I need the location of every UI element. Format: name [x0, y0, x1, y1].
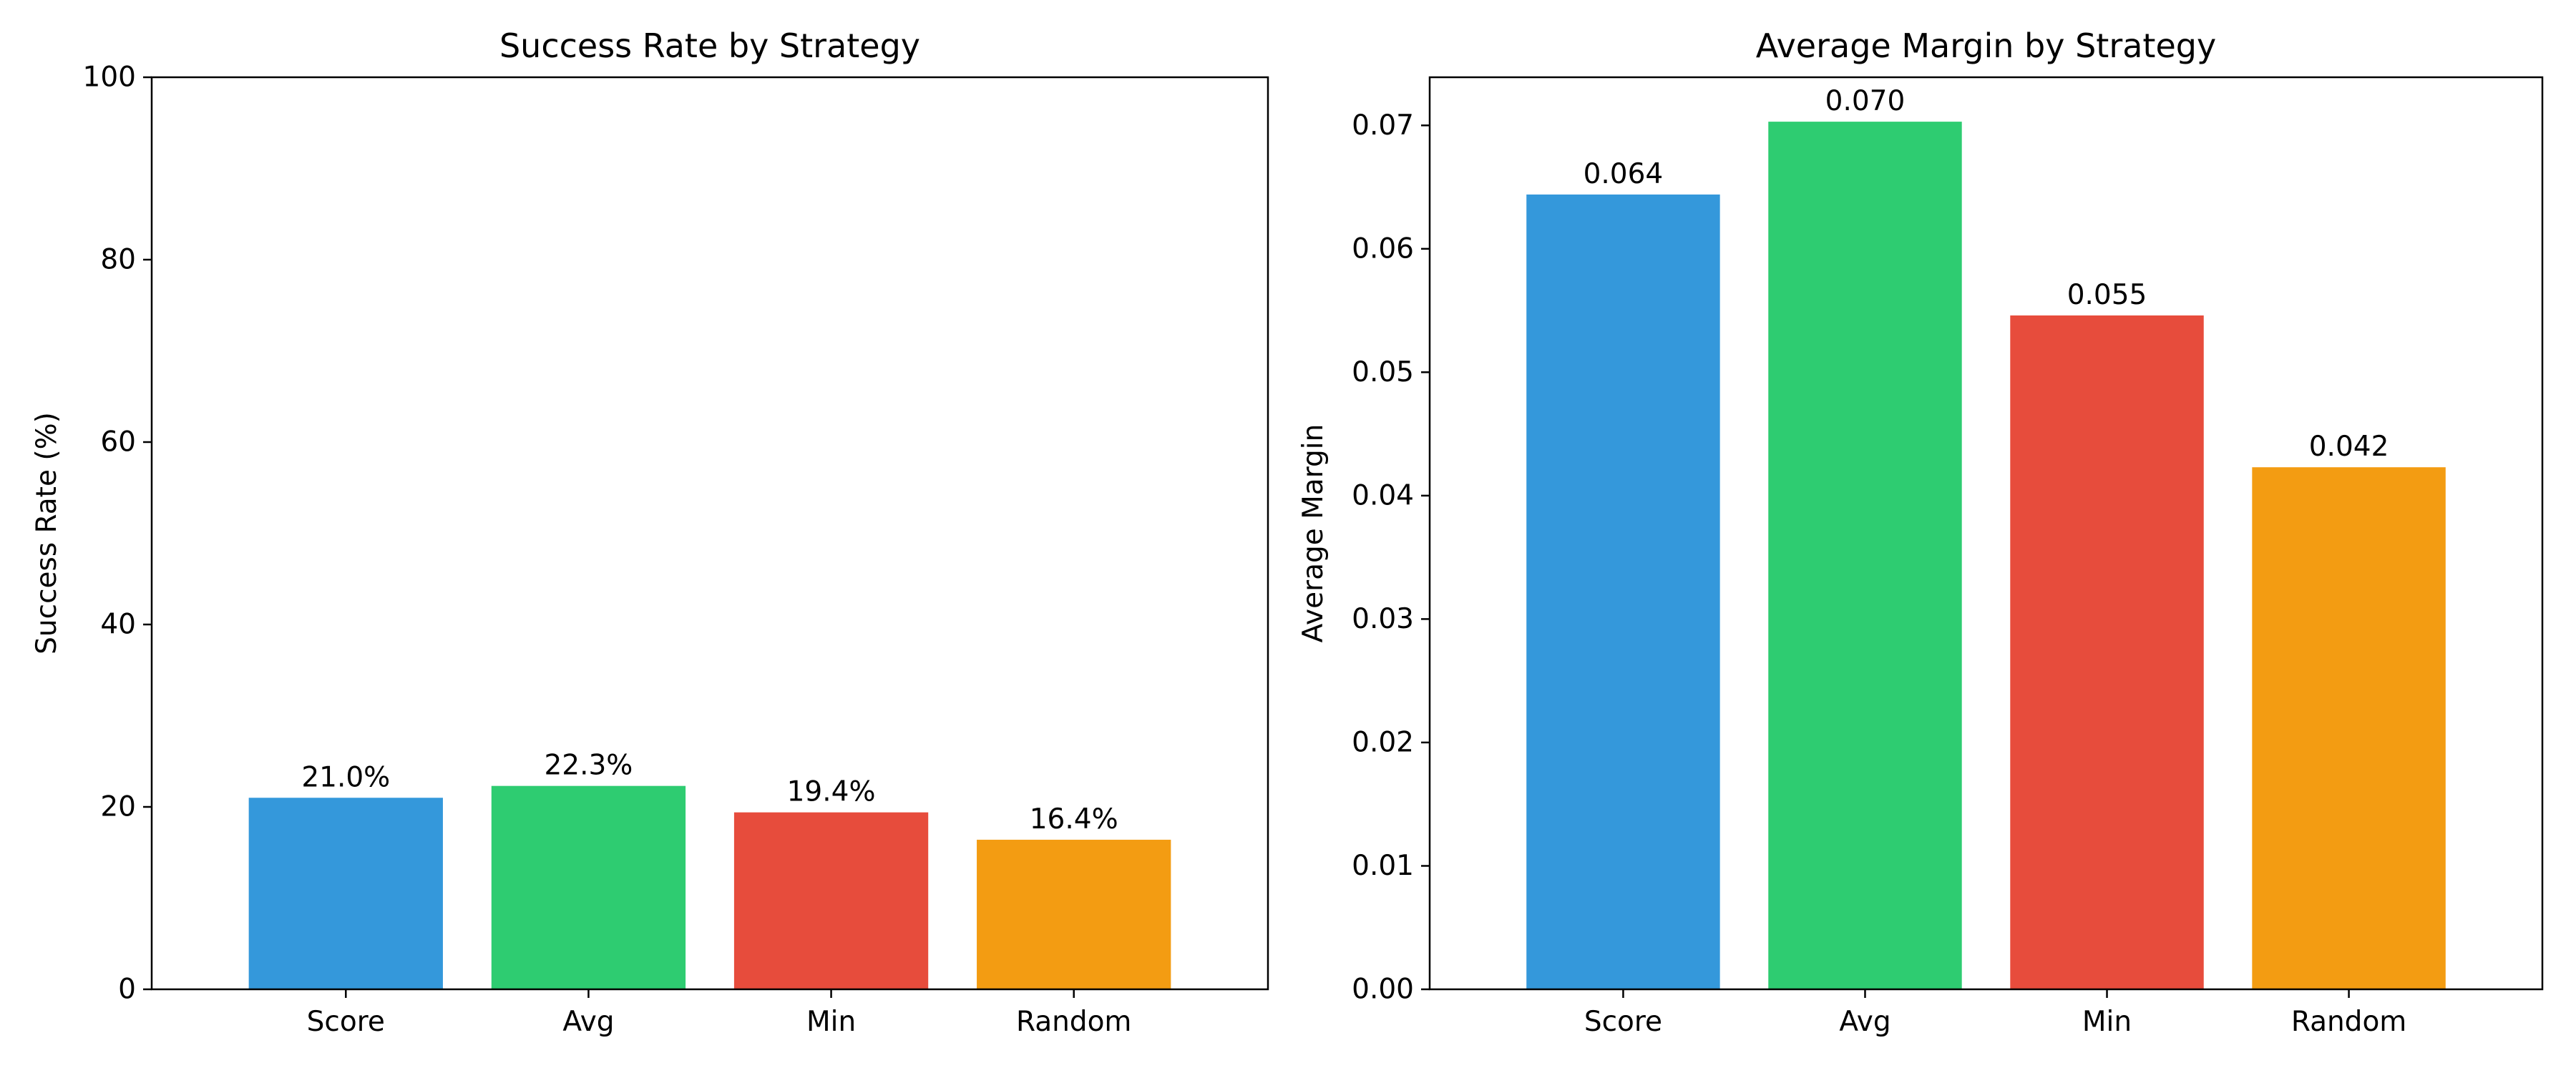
y-tick-label: 0.03	[1352, 603, 1414, 635]
bar-score	[1526, 194, 1720, 989]
bar-value-label: 22.3%	[544, 750, 633, 782]
y-tick-label: 100	[83, 62, 136, 94]
bar-value-label: 16.4%	[1030, 803, 1118, 836]
y-tick-label: 0.00	[1352, 974, 1414, 1006]
plot-frame	[1428, 76, 2544, 991]
x-tick-label: Random	[2291, 1006, 2406, 1038]
y-axis-label: Success Rate (%)	[31, 412, 63, 655]
bar-avg	[491, 785, 686, 989]
y-tick-label: 40	[100, 609, 136, 641]
bar-random	[2252, 467, 2446, 989]
x-tick-label: Score	[1584, 1006, 1662, 1038]
bar-value-label: 0.055	[2067, 279, 2147, 311]
bar-value-label: 0.064	[1584, 158, 1664, 190]
y-axis-label: Average Margin	[1297, 424, 1330, 643]
chart-title: Average Margin by Strategy	[1756, 26, 2216, 65]
y-tick-label: 0.06	[1352, 232, 1414, 265]
y-tick-label: 0.05	[1352, 356, 1414, 388]
bar-value-label: 21.0%	[301, 761, 390, 793]
y-tick-label: 0	[118, 974, 136, 1006]
y-tick-label: 0.04	[1352, 479, 1414, 511]
x-tick-label: Score	[307, 1006, 385, 1038]
bar-value-label: 0.042	[2309, 431, 2389, 463]
y-tick-label: 80	[100, 244, 136, 276]
chart-title: Success Rate by Strategy	[499, 26, 920, 65]
success-rate-chart: 21.0% 22.3% 19.4% 16.4% 0 20 40 60 80 100 Score Avg…	[31, 26, 1269, 1038]
y-tick-label: 60	[100, 426, 136, 459]
x-tick-label: Min	[806, 1006, 856, 1038]
y-tick-label: 20	[100, 791, 136, 823]
x-tick-label: Avg	[562, 1006, 614, 1038]
bar-random	[977, 839, 1171, 989]
x-tick-label: Random	[1016, 1006, 1131, 1038]
y-tick-label: 0.07	[1352, 109, 1414, 142]
bar-score	[248, 798, 443, 989]
plot-frame	[150, 76, 1269, 991]
average-margin-chart: 0.064 0.070 0.055 0.042 0.00 0.01 0.02 0.03 0.04…	[1297, 26, 2544, 1038]
bar-value-label: 19.4%	[787, 776, 876, 808]
x-tick-label: Avg	[1839, 1006, 1890, 1038]
y-tick-label: 0.01	[1352, 850, 1414, 882]
y-tick-label: 0.02	[1352, 726, 1414, 758]
bar-min	[733, 812, 929, 989]
bar-min	[2010, 315, 2204, 989]
bar-value-label: 0.070	[1825, 85, 1906, 117]
bar-avg	[1768, 122, 1962, 989]
x-tick-label: Min	[2082, 1006, 2132, 1038]
